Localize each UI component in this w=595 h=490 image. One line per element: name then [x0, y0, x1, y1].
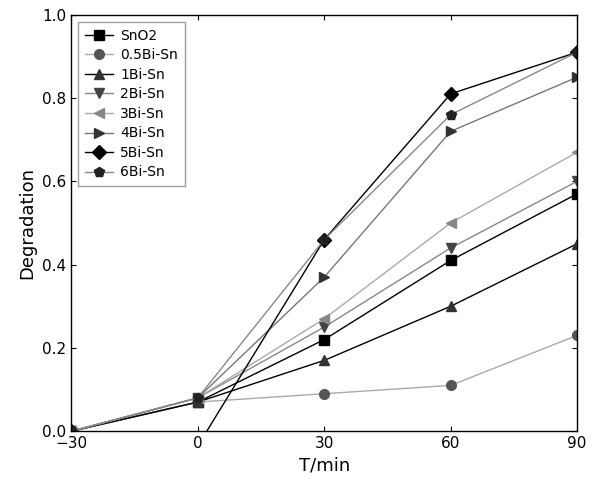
2Bi-Sn [68, 428, 75, 434]
4Bi-Sn [574, 74, 581, 80]
4Bi-Sn [447, 128, 455, 134]
4Bi-Sn [194, 395, 201, 401]
Line: 3Bi-Sn: 3Bi-Sn [67, 147, 582, 436]
1Bi-Sn [194, 399, 201, 405]
3Bi-Sn [68, 428, 75, 434]
2Bi-Sn [447, 245, 455, 251]
Line: 6Bi-Sn: 6Bi-Sn [67, 48, 582, 436]
3Bi-Sn [321, 316, 328, 321]
6Bi-Sn [194, 395, 201, 401]
6Bi-Sn [68, 428, 75, 434]
0.5Bi-Sn [447, 382, 455, 388]
0.5Bi-Sn [194, 399, 201, 405]
SnO2 [194, 399, 201, 405]
0.5Bi-Sn [574, 332, 581, 338]
6Bi-Sn [447, 112, 455, 118]
1Bi-Sn [68, 428, 75, 434]
Line: SnO2: SnO2 [67, 189, 582, 436]
1Bi-Sn [321, 358, 328, 364]
5Bi-Sn [194, 443, 201, 449]
SnO2 [321, 337, 328, 343]
Line: 0.5Bi-Sn: 0.5Bi-Sn [67, 331, 582, 436]
2Bi-Sn [321, 324, 328, 330]
5Bi-Sn [68, 428, 75, 434]
4Bi-Sn [68, 428, 75, 434]
Line: 1Bi-Sn: 1Bi-Sn [67, 239, 582, 436]
SnO2 [447, 258, 455, 264]
6Bi-Sn [321, 237, 328, 243]
Line: 5Bi-Sn: 5Bi-Sn [67, 48, 582, 451]
3Bi-Sn [447, 220, 455, 226]
Line: 4Bi-Sn: 4Bi-Sn [67, 73, 582, 436]
1Bi-Sn [574, 241, 581, 246]
SnO2 [574, 191, 581, 197]
0.5Bi-Sn [321, 391, 328, 397]
Y-axis label: Degradation: Degradation [18, 167, 37, 279]
1Bi-Sn [447, 303, 455, 309]
5Bi-Sn [447, 91, 455, 97]
2Bi-Sn [194, 395, 201, 401]
4Bi-Sn [321, 274, 328, 280]
0.5Bi-Sn [68, 428, 75, 434]
Line: 2Bi-Sn: 2Bi-Sn [67, 176, 582, 436]
5Bi-Sn [321, 237, 328, 243]
3Bi-Sn [194, 395, 201, 401]
5Bi-Sn [574, 49, 581, 55]
2Bi-Sn [574, 178, 581, 184]
6Bi-Sn [574, 49, 581, 55]
X-axis label: T/min: T/min [299, 457, 350, 475]
Legend: SnO2, 0.5Bi-Sn, 1Bi-Sn, 2Bi-Sn, 3Bi-Sn, 4Bi-Sn, 5Bi-Sn, 6Bi-Sn: SnO2, 0.5Bi-Sn, 1Bi-Sn, 2Bi-Sn, 3Bi-Sn, … [79, 22, 184, 186]
3Bi-Sn [574, 149, 581, 155]
SnO2 [68, 428, 75, 434]
